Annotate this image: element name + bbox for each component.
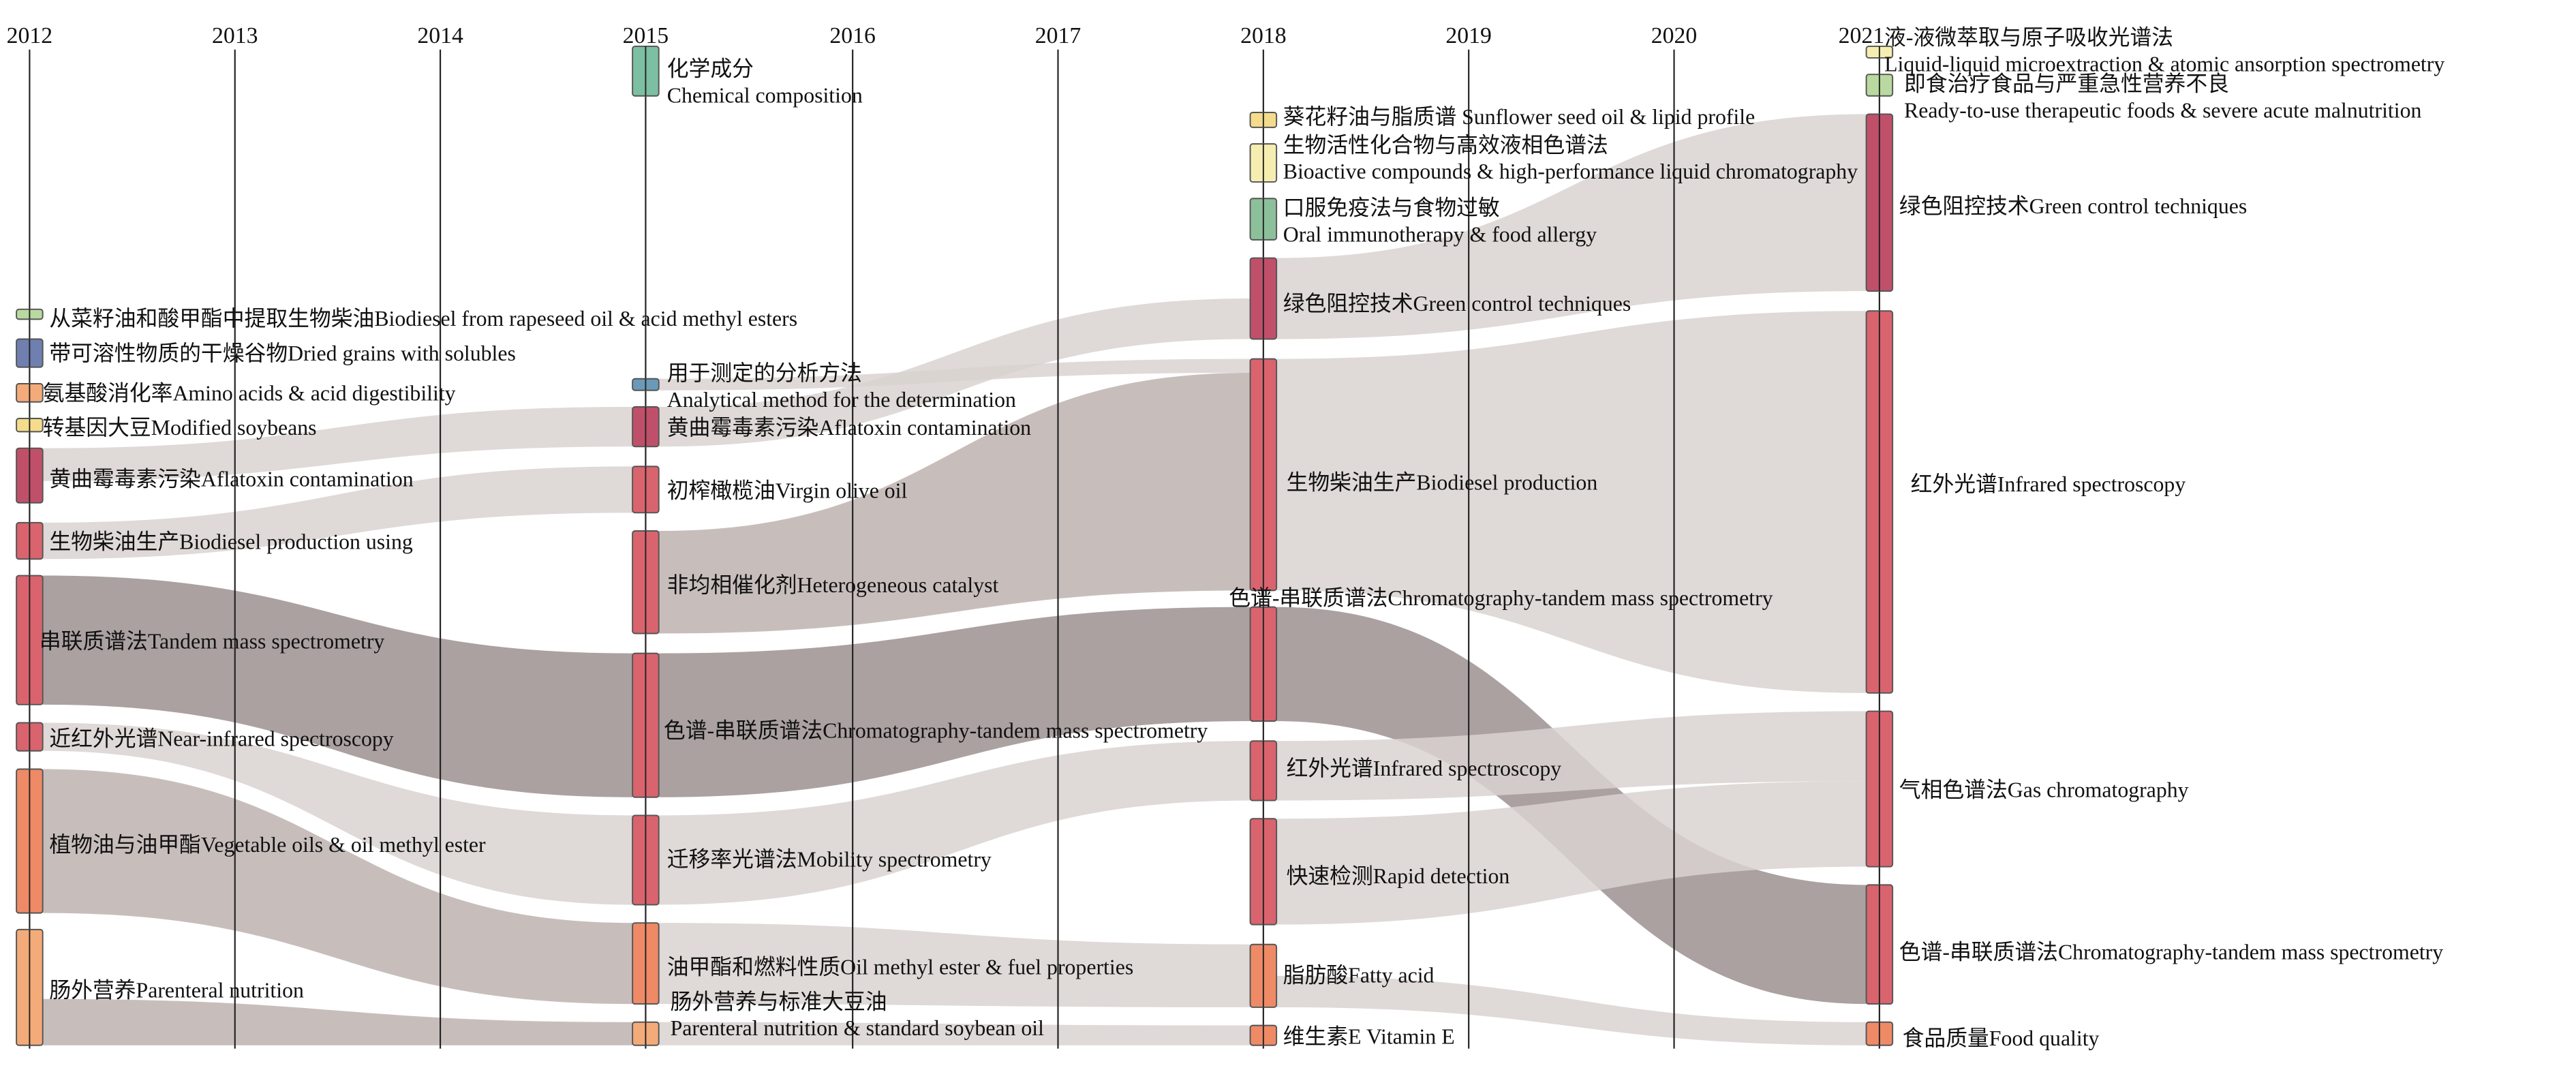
topic-label: 迁移率光谱法Mobility spectrometry bbox=[667, 848, 992, 872]
topic-label: 色谱-串联质谱法Chromatography-tandem mass spect… bbox=[1899, 940, 2443, 964]
topic-label: 液-液微萃取与原子吸收光谱法 bbox=[1884, 25, 2173, 49]
flow-link-b6-c6 bbox=[658, 607, 1251, 797]
flow-link-b5-c5 bbox=[658, 373, 1251, 634]
topic-label: 绿色阻控技术Green control techniques bbox=[1899, 194, 2247, 218]
topic-label: 气相色谱法Gas chromatography bbox=[1899, 778, 2189, 802]
topic-label: 色谱-串联质谱法Chromatography-tandem mass spect… bbox=[1229, 586, 1773, 610]
flow-link-a6-b4 bbox=[42, 466, 633, 560]
flow-link-a8-b7 bbox=[42, 722, 633, 905]
topic-label: 葵花籽油与脂质谱 Sunflower seed oil & lipid prof… bbox=[1283, 105, 1755, 129]
flow-link-c4-d3 bbox=[1276, 114, 1867, 339]
topic-label: 化学成分 bbox=[667, 57, 754, 81]
topic-label: Liquid-liquid microextraction & atomic a… bbox=[1884, 52, 2444, 76]
topic-label: 即食治疗食品与严重急性营养不良 bbox=[1904, 72, 2229, 95]
year-label: 2012 bbox=[7, 23, 52, 48]
flow-link-a5-b3 bbox=[42, 407, 633, 481]
topic-label: 氨基酸消化率Amino acids & acid digestibility bbox=[43, 381, 456, 405]
topic-label: 植物油与油甲酯Vegetable oils & oil methyl ester bbox=[49, 833, 486, 857]
flow-link-c5-d4 bbox=[1276, 311, 1867, 693]
topic-label: 黄曲霉毒素污染Aflatoxin contamination bbox=[49, 467, 413, 491]
year-label: 2015 bbox=[623, 23, 669, 48]
topic-label: 生物柴油生产Biodiesel production bbox=[1287, 470, 1598, 494]
topic-label: Bioactive compounds & high-performance l… bbox=[1283, 159, 1858, 183]
year-label: 2017 bbox=[1035, 23, 1081, 48]
topic-label: Analytical method for the determination bbox=[667, 388, 1016, 412]
flow-link-c8-d5 bbox=[1276, 781, 1867, 925]
year-label: 2019 bbox=[1445, 23, 1491, 48]
topic-label: 食品质量Food quality bbox=[1903, 1026, 2100, 1050]
topic-nodes bbox=[16, 45, 1894, 1046]
topic-label: 串联质谱法Tandem mass spectrometry bbox=[40, 629, 385, 653]
topic-label: 油甲酯和燃料性质Oil methyl ester & fuel properti… bbox=[667, 955, 1133, 979]
topic-label: 转基因大豆Modified soybeans bbox=[43, 416, 317, 440]
flow-link-b3-c4 bbox=[658, 299, 1251, 447]
year-label: 2021 bbox=[1839, 23, 1884, 48]
flow-link-a10-b9 bbox=[42, 998, 633, 1045]
topic-label: 维生素E Vitamin E bbox=[1283, 1024, 1455, 1048]
flow-link-a9-b8 bbox=[42, 769, 633, 1005]
topic-label: 生物柴油生产Biodiesel production using bbox=[49, 530, 413, 554]
topic-label: 肠外营养Parenteral nutrition bbox=[49, 978, 304, 1002]
topic-label: 用于测定的分析方法 bbox=[667, 361, 862, 385]
topic-label: 脂肪酸Fatty acid bbox=[1283, 963, 1435, 987]
year-label: 2018 bbox=[1240, 23, 1286, 48]
flow-link-b7-c7 bbox=[658, 741, 1251, 905]
topic-label: Chemical composition bbox=[667, 83, 863, 107]
topic-label: 肠外营养与标准大豆油 bbox=[671, 990, 887, 1013]
topic-label: 绿色阻控技术Green control techniques bbox=[1283, 292, 1631, 316]
flow-links bbox=[42, 114, 1867, 1045]
topic-label: 从菜籽油和酸甲酯中提取生物柴油Biodiesel from rapeseed o… bbox=[49, 307, 797, 331]
topic-labels: 从菜籽油和酸甲酯中提取生物柴油Biodiesel from rapeseed o… bbox=[40, 25, 2444, 1050]
topic-label: 红外光谱Infrared spectroscopy bbox=[1911, 472, 2186, 496]
flow-link-b9-c10 bbox=[658, 1022, 1251, 1045]
topic-label: 色谱-串联质谱法Chromatography-tandem mass spect… bbox=[664, 718, 1208, 742]
topic-label: 近红外光谱Near-infrared spectroscopy bbox=[49, 727, 393, 750]
topic-label: 带可溶性物质的干燥谷物Dried grains with solubles bbox=[49, 341, 516, 365]
year-label: 2020 bbox=[1651, 23, 1697, 48]
topic-label: Ready-to-use therapeutic foods & severe … bbox=[1904, 98, 2421, 122]
topic-label: 快速检测Rapid detection bbox=[1287, 864, 1510, 888]
flow-link-b8-c9 bbox=[658, 923, 1251, 1007]
topic-label: 红外光谱Infrared spectroscopy bbox=[1287, 757, 1562, 780]
year-label: 2013 bbox=[212, 23, 258, 48]
topic-label: 黄曲霉毒素污染Aflatoxin contamination bbox=[667, 416, 1031, 440]
flow-link-c7-d5 bbox=[1276, 711, 1867, 801]
topic-label: 初榨橄榄油Virgin olive oil bbox=[667, 478, 908, 502]
topic-label: Oral immunotherapy & food allergy bbox=[1283, 222, 1597, 246]
year-label: 2014 bbox=[417, 23, 463, 48]
topic-label: Parenteral nutrition & standard soybean … bbox=[671, 1016, 1045, 1040]
flow-link-c9-d7 bbox=[1276, 975, 1867, 1045]
topic-label: 口服免疫法与食物过敏 bbox=[1283, 196, 1500, 219]
year-label: 2016 bbox=[829, 23, 875, 48]
flow-link-a7-b6 bbox=[42, 575, 633, 797]
topic-label: 非均相催化剂Heterogeneous catalyst bbox=[667, 573, 999, 597]
topic-label: 生物活性化合物与高效液相色谱法 bbox=[1283, 133, 1608, 157]
